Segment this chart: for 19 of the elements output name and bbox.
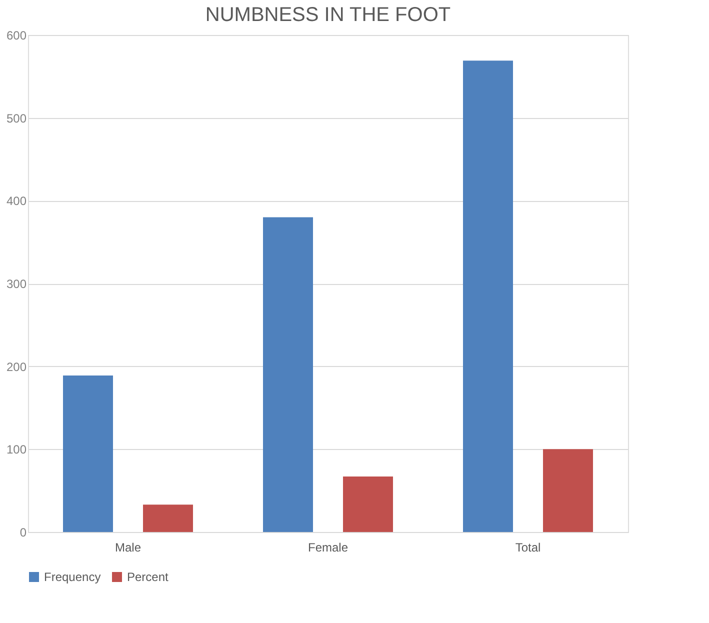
legend-label: Percent bbox=[127, 570, 170, 584]
bar bbox=[543, 449, 593, 532]
y-tick-label: 100 bbox=[6, 442, 27, 457]
bar bbox=[263, 217, 313, 532]
y-tick-label: 300 bbox=[6, 277, 27, 291]
x-tick-label: Total bbox=[515, 540, 541, 554]
y-tick-label: 200 bbox=[6, 360, 27, 374]
bar bbox=[463, 60, 513, 532]
y-tick-label: 0 bbox=[20, 526, 27, 540]
y-tick-label: 500 bbox=[6, 111, 27, 126]
x-tick-label: Female bbox=[308, 540, 348, 554]
x-tick-label: Male bbox=[114, 540, 142, 554]
chart-title: NUMBNESS IN THE FOOT bbox=[205, 4, 451, 26]
bar bbox=[343, 476, 393, 532]
legend-label: Frequency bbox=[44, 570, 101, 584]
bar bbox=[63, 375, 113, 532]
y-tick-label: 600 bbox=[6, 28, 27, 42]
y-tick-label: 400 bbox=[6, 194, 27, 208]
bar bbox=[143, 504, 193, 532]
